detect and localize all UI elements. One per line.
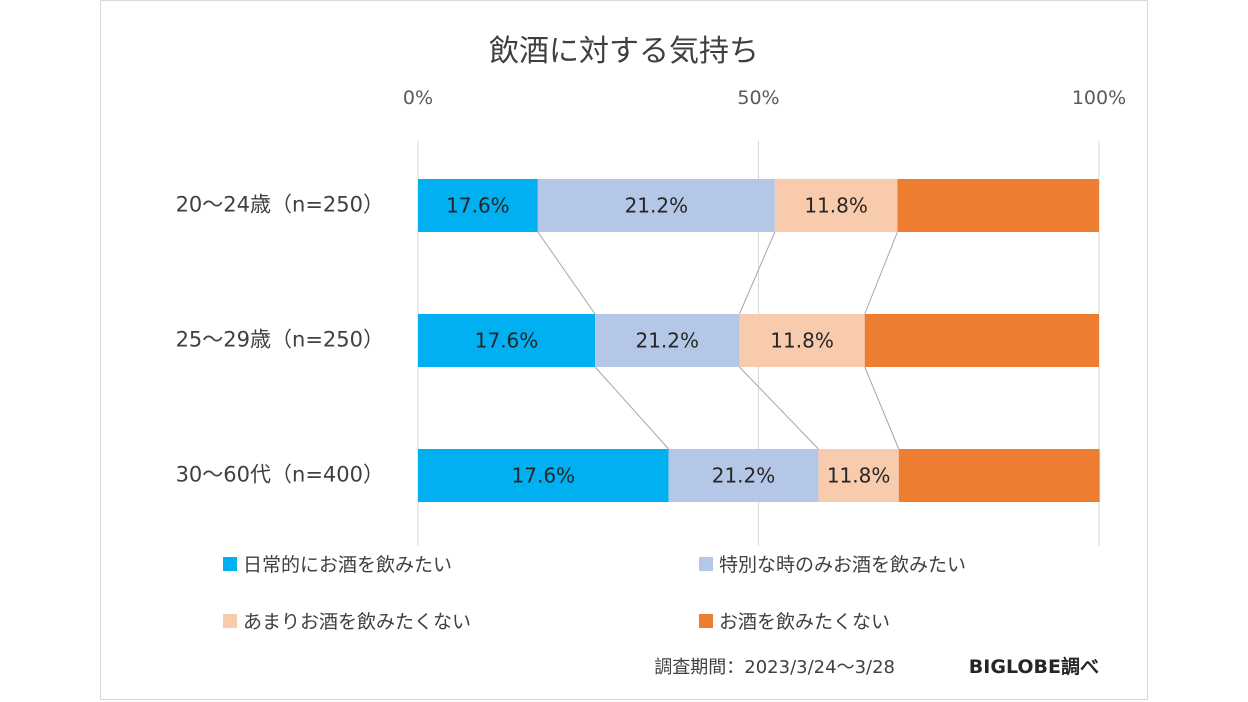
data-label: 11.8% xyxy=(804,194,868,218)
legend-swatch xyxy=(223,557,237,571)
x-axis-ticks: 0% 50% 100% xyxy=(403,87,1126,109)
series-line xyxy=(537,231,596,315)
source-credit: BIGLOBE調べ xyxy=(969,655,1099,678)
series-line xyxy=(738,231,776,315)
bar-segment xyxy=(897,179,1099,232)
category-label: 20～24歳（n=250） xyxy=(176,193,384,217)
category-label: 30～60代（n=400） xyxy=(176,463,384,487)
legend-label: 特別な時のみお酒を飲みたい xyxy=(719,554,966,576)
data-label: 11.8% xyxy=(827,464,891,488)
legend-label: 日常的にお酒を飲みたい xyxy=(243,554,452,576)
data-label: 11.8% xyxy=(770,329,834,353)
data-label: 17.6% xyxy=(475,329,539,353)
data-label: 21.2% xyxy=(635,329,699,353)
series-line xyxy=(864,366,900,450)
chart-frame: 飲酒に対する気持ち 0% 50% 100% 17.6% 21.2% 11.8% 17.6%… xyxy=(100,0,1148,700)
series-line xyxy=(739,366,819,450)
x-tick-label: 50% xyxy=(737,87,779,109)
bar-segment xyxy=(418,449,669,502)
bar-segment xyxy=(537,179,775,232)
bar-segment xyxy=(418,179,538,232)
legend-label: あまりお酒を飲みたくない xyxy=(243,611,471,633)
legend-label: お酒を飲みたくない xyxy=(719,611,890,633)
bar-segment xyxy=(418,314,596,367)
data-label: 17.6% xyxy=(446,194,510,218)
data-label: 21.2% xyxy=(712,464,776,488)
legend-swatch xyxy=(699,557,713,571)
bar-segment xyxy=(595,314,740,367)
data-label: 21.2% xyxy=(625,194,689,218)
legend-swatch xyxy=(223,614,237,628)
bar-segment xyxy=(898,449,1100,502)
category-label: 25～29歳（n=250） xyxy=(176,328,384,352)
bar-segment xyxy=(864,314,1099,367)
series-line xyxy=(864,231,898,315)
bar-segment xyxy=(739,314,865,367)
x-tick-label: 100% xyxy=(1072,87,1126,109)
series-line xyxy=(594,366,669,450)
bars: 17.6% 21.2% 11.8% 17.6% 21.2% 11.8% 17.6% 21.2%… xyxy=(418,179,1100,502)
bar-segment xyxy=(774,179,898,232)
chart-canvas: 飲酒に対する気持ち 0% 50% 100% 17.6% 21.2% 11.8%17.6%… xyxy=(176,34,1127,678)
chart-title: 飲酒に対する気持ち xyxy=(489,34,759,69)
legend-swatch xyxy=(699,614,713,628)
category-labels: 20～24歳（n=250） 25～29歳（n=250） 30～60代（n=400） xyxy=(176,193,384,487)
bar-segment xyxy=(668,449,819,502)
series-lines xyxy=(537,231,900,450)
x-tick-label: 0% xyxy=(403,87,433,109)
survey-period: 調査期間：2023/3/24～3/28 xyxy=(654,657,895,678)
data-label: 17.6% xyxy=(512,464,576,488)
bar-segment xyxy=(818,449,899,502)
